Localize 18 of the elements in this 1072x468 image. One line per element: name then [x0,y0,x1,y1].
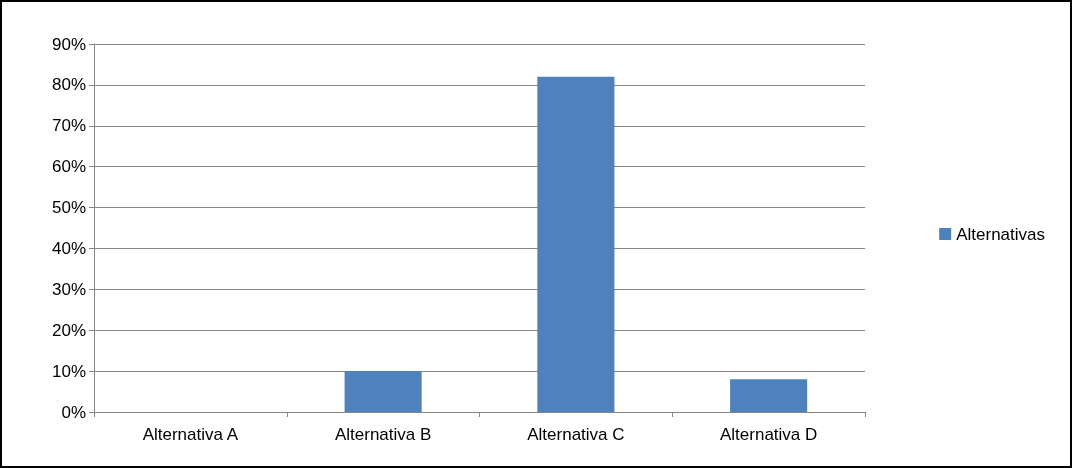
y-tick-label: 0% [61,402,86,422]
bar [344,371,422,412]
y-tick-label: 40% [51,238,86,258]
y-tick-label: 10% [51,361,86,381]
x-tick-label: Alternativa D [719,425,818,444]
y-tick-label: 70% [51,116,86,136]
y-tick-label: 20% [51,320,86,340]
y-tick-label: 80% [51,75,86,95]
legend-label: Alternativas [956,224,1046,244]
x-tick-label: Alternativa C [527,425,625,444]
x-tick-label: Alternativa B [334,425,432,444]
x-tick-label: Alternativa A [142,425,239,444]
y-tick-label: 60% [51,157,86,177]
y-tick-label: 50% [51,198,86,218]
bar [730,379,808,412]
y-tick-label: 90% [51,34,86,54]
y-tick-label: 30% [51,279,86,299]
bar [537,76,615,412]
